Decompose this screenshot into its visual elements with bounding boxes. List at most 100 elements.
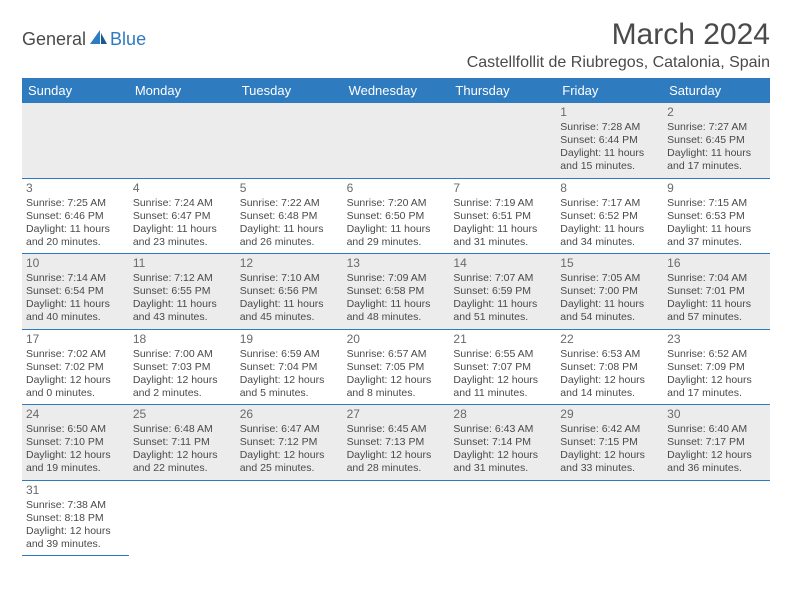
calendar-cell: 10Sunrise: 7:14 AMSunset: 6:54 PMDayligh… [22, 254, 129, 330]
day-number: 4 [133, 181, 232, 196]
daylight-line: Daylight: 11 hours and 15 minutes. [560, 147, 659, 173]
location-text: Castellfollit de Riubregos, Catalonia, S… [467, 54, 770, 72]
header: General Blue March 2024 Castellfollit de… [22, 18, 770, 72]
daylight-line: Daylight: 11 hours and 43 minutes. [133, 298, 232, 324]
calendar-cell: 28Sunrise: 6:43 AMSunset: 7:14 PMDayligh… [449, 405, 556, 481]
day-number: 12 [240, 256, 339, 271]
calendar-cell: 11Sunrise: 7:12 AMSunset: 6:55 PMDayligh… [129, 254, 236, 330]
daylight-line: Daylight: 12 hours and 22 minutes. [133, 449, 232, 475]
sunset-line: Sunset: 6:50 PM [347, 210, 446, 223]
sunset-line: Sunset: 7:09 PM [667, 361, 766, 374]
day-number: 29 [560, 407, 659, 422]
day-header: Monday [129, 78, 236, 103]
sunrise-line: Sunrise: 7:27 AM [667, 121, 766, 134]
daylight-line: Daylight: 12 hours and 19 minutes. [26, 449, 125, 475]
day-header: Friday [556, 78, 663, 103]
day-number: 19 [240, 332, 339, 347]
calendar-cell: 16Sunrise: 7:04 AMSunset: 7:01 PMDayligh… [663, 254, 770, 330]
sunset-line: Sunset: 7:07 PM [453, 361, 552, 374]
sunrise-line: Sunrise: 6:52 AM [667, 348, 766, 361]
daylight-line: Daylight: 12 hours and 33 minutes. [560, 449, 659, 475]
day-number: 24 [26, 407, 125, 422]
calendar-cell: 21Sunrise: 6:55 AMSunset: 7:07 PMDayligh… [449, 330, 556, 406]
daylight-line: Daylight: 11 hours and 51 minutes. [453, 298, 552, 324]
day-number: 11 [133, 256, 232, 271]
sunset-line: Sunset: 7:10 PM [26, 436, 125, 449]
sunset-line: Sunset: 6:44 PM [560, 134, 659, 147]
day-number: 21 [453, 332, 552, 347]
sunset-line: Sunset: 7:12 PM [240, 436, 339, 449]
sunrise-line: Sunrise: 6:59 AM [240, 348, 339, 361]
sunrise-line: Sunrise: 7:22 AM [240, 197, 339, 210]
day-number: 17 [26, 332, 125, 347]
sunset-line: Sunset: 7:14 PM [453, 436, 552, 449]
sunrise-line: Sunrise: 7:17 AM [560, 197, 659, 210]
calendar-cell-empty [129, 481, 236, 557]
day-header: Tuesday [236, 78, 343, 103]
daylight-line: Daylight: 12 hours and 2 minutes. [133, 374, 232, 400]
sunrise-line: Sunrise: 7:25 AM [26, 197, 125, 210]
calendar-cell: 30Sunrise: 6:40 AMSunset: 7:17 PMDayligh… [663, 405, 770, 481]
daylight-line: Daylight: 11 hours and 31 minutes. [453, 223, 552, 249]
calendar-cell: 25Sunrise: 6:48 AMSunset: 7:11 PMDayligh… [129, 405, 236, 481]
sunrise-line: Sunrise: 6:55 AM [453, 348, 552, 361]
sunset-line: Sunset: 6:59 PM [453, 285, 552, 298]
page-title: March 2024 [467, 18, 770, 52]
sunrise-line: Sunrise: 7:00 AM [133, 348, 232, 361]
sunrise-line: Sunrise: 7:38 AM [26, 499, 125, 512]
sunrise-line: Sunrise: 6:42 AM [560, 423, 659, 436]
sunset-line: Sunset: 6:53 PM [667, 210, 766, 223]
day-header: Sunday [22, 78, 129, 103]
day-number: 27 [347, 407, 446, 422]
sunset-line: Sunset: 6:55 PM [133, 285, 232, 298]
daylight-line: Daylight: 11 hours and 57 minutes. [667, 298, 766, 324]
calendar-cell: 20Sunrise: 6:57 AMSunset: 7:05 PMDayligh… [343, 330, 450, 406]
sunrise-line: Sunrise: 7:12 AM [133, 272, 232, 285]
day-number: 7 [453, 181, 552, 196]
sunset-line: Sunset: 6:46 PM [26, 210, 125, 223]
calendar-cell: 8Sunrise: 7:17 AMSunset: 6:52 PMDaylight… [556, 179, 663, 255]
sunset-line: Sunset: 7:00 PM [560, 285, 659, 298]
calendar-cell: 7Sunrise: 7:19 AMSunset: 6:51 PMDaylight… [449, 179, 556, 255]
sunset-line: Sunset: 7:01 PM [667, 285, 766, 298]
day-number: 16 [667, 256, 766, 271]
calendar-cell: 31Sunrise: 7:38 AMSunset: 8:18 PMDayligh… [22, 481, 129, 557]
sunrise-line: Sunrise: 7:04 AM [667, 272, 766, 285]
sunset-line: Sunset: 7:11 PM [133, 436, 232, 449]
daylight-line: Daylight: 11 hours and 45 minutes. [240, 298, 339, 324]
day-number: 22 [560, 332, 659, 347]
day-number: 28 [453, 407, 552, 422]
logo-text-blue: Blue [110, 29, 146, 50]
daylight-line: Daylight: 11 hours and 17 minutes. [667, 147, 766, 173]
day-header: Wednesday [343, 78, 450, 103]
daylight-line: Daylight: 12 hours and 28 minutes. [347, 449, 446, 475]
daylight-line: Daylight: 12 hours and 14 minutes. [560, 374, 659, 400]
daylight-line: Daylight: 12 hours and 5 minutes. [240, 374, 339, 400]
calendar-cell-empty [236, 481, 343, 557]
day-number: 3 [26, 181, 125, 196]
sunset-line: Sunset: 7:17 PM [667, 436, 766, 449]
calendar-cell: 19Sunrise: 6:59 AMSunset: 7:04 PMDayligh… [236, 330, 343, 406]
sunrise-line: Sunrise: 7:14 AM [26, 272, 125, 285]
calendar-cell: 13Sunrise: 7:09 AMSunset: 6:58 PMDayligh… [343, 254, 450, 330]
day-number: 14 [453, 256, 552, 271]
day-number: 18 [133, 332, 232, 347]
calendar-cell: 18Sunrise: 7:00 AMSunset: 7:03 PMDayligh… [129, 330, 236, 406]
calendar-cell-empty [449, 481, 556, 557]
calendar-cell-empty [663, 481, 770, 557]
calendar-cell: 23Sunrise: 6:52 AMSunset: 7:09 PMDayligh… [663, 330, 770, 406]
sunset-line: Sunset: 7:08 PM [560, 361, 659, 374]
logo: General Blue [22, 28, 146, 51]
sunset-line: Sunset: 6:48 PM [240, 210, 339, 223]
sunset-line: Sunset: 7:05 PM [347, 361, 446, 374]
sunrise-line: Sunrise: 7:20 AM [347, 197, 446, 210]
daylight-line: Daylight: 12 hours and 31 minutes. [453, 449, 552, 475]
day-number: 26 [240, 407, 339, 422]
sunrise-line: Sunrise: 6:45 AM [347, 423, 446, 436]
calendar-cell-empty [449, 103, 556, 179]
sunrise-line: Sunrise: 7:15 AM [667, 197, 766, 210]
sunset-line: Sunset: 6:51 PM [453, 210, 552, 223]
day-number: 30 [667, 407, 766, 422]
sunset-line: Sunset: 6:58 PM [347, 285, 446, 298]
calendar-cell: 5Sunrise: 7:22 AMSunset: 6:48 PMDaylight… [236, 179, 343, 255]
